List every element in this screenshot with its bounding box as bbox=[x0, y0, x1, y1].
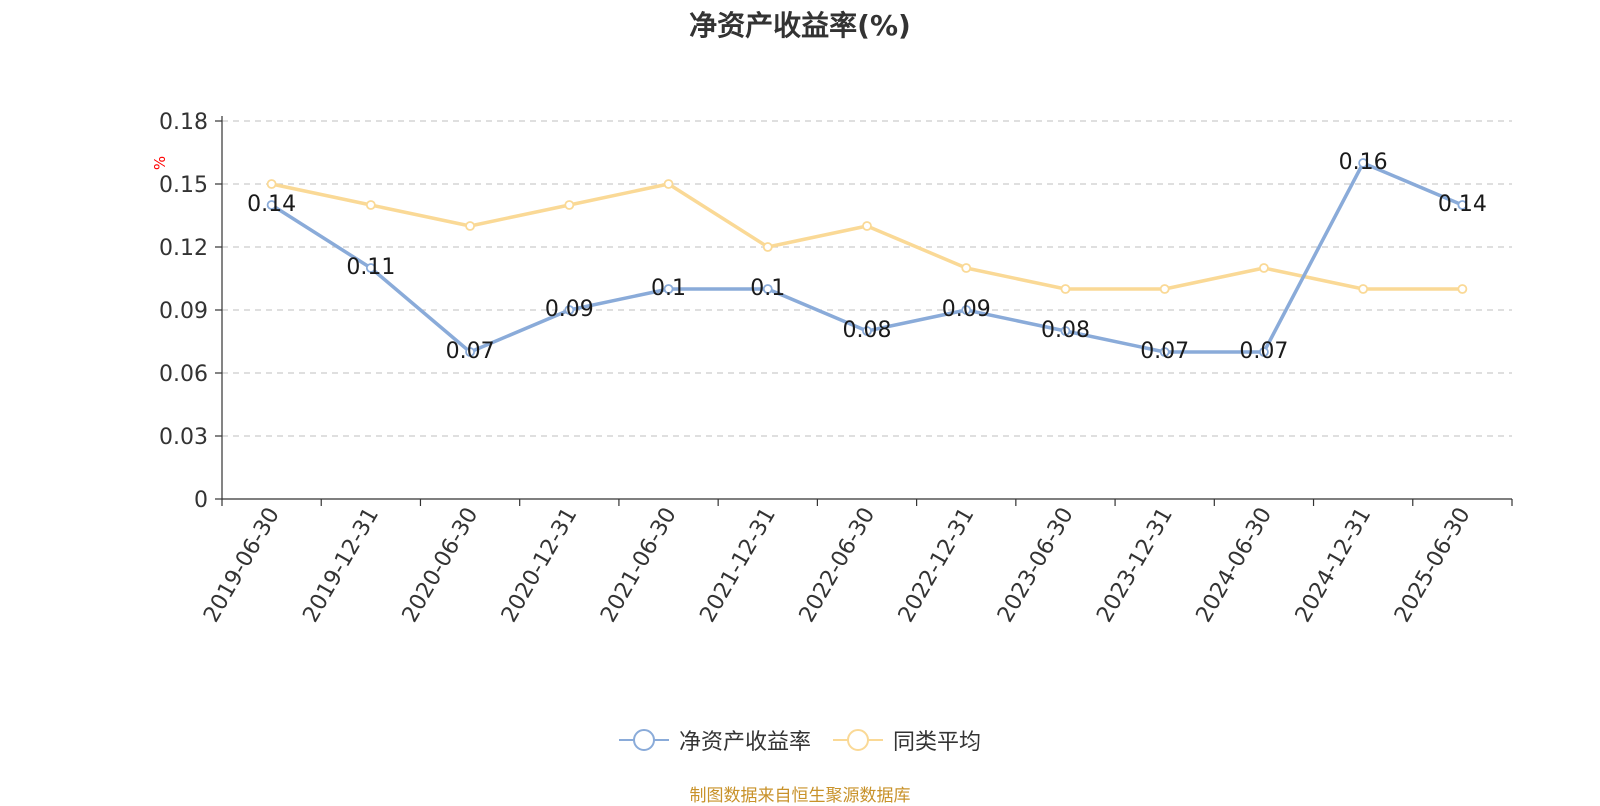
legend-roe-label: 净资产收益率 bbox=[678, 730, 811, 755]
data-point-series-0 bbox=[1457, 200, 1468, 210]
chart-title: 净资产收益率(%) bbox=[689, 9, 911, 42]
data-point-series-1 bbox=[1358, 284, 1369, 294]
data-point-series-0 bbox=[762, 284, 773, 294]
legend: 净资产收益率 同类平均 bbox=[0, 724, 1600, 756]
data-label: 0.07 bbox=[446, 339, 495, 364]
data-label: 0.1 bbox=[750, 276, 785, 301]
grid-lines bbox=[222, 120, 1512, 437]
data-point-series-0 bbox=[663, 284, 674, 294]
legend-item-peer-average[interactable]: 同类平均 bbox=[833, 724, 981, 756]
y-tick-label: 0.03 bbox=[159, 425, 208, 450]
data-labels: 0.14 0.11 0.07 0.09 0.1 0.1 0.08 0.09 0.08 0.07 0.… bbox=[247, 150, 1487, 364]
data-label: 0.09 bbox=[545, 297, 594, 322]
data-label: 0.07 bbox=[1140, 339, 1189, 364]
data-point-series-0 bbox=[1358, 158, 1369, 168]
data-point-series-0 bbox=[961, 305, 972, 315]
data-point-series-1 bbox=[1159, 284, 1170, 294]
data-point-series-0 bbox=[1060, 326, 1071, 336]
x-tick-label: 2024-12-31 bbox=[1291, 504, 1377, 627]
data-label: 0.08 bbox=[843, 318, 892, 343]
x-tick-label: 2020-06-30 bbox=[398, 504, 484, 627]
data-point-series-0 bbox=[862, 326, 872, 336]
data-point-series-1 bbox=[465, 221, 475, 231]
legend-peer-average-icon bbox=[833, 729, 883, 751]
axes: 0 0.03 0.06 0.09 0.12 0.15 0.18 2019-06-30 2019-… bbox=[159, 110, 1513, 627]
x-tick-label: 2023-06-30 bbox=[993, 504, 1079, 627]
x-tick-label: 2021-12-31 bbox=[695, 504, 781, 627]
data-point-series-0 bbox=[465, 347, 475, 357]
y-tick-label: 0.15 bbox=[159, 173, 208, 198]
data-label: 0.11 bbox=[346, 255, 395, 280]
x-tick-label: 2021-06-30 bbox=[596, 504, 682, 627]
data-point-series-1 bbox=[762, 242, 773, 252]
data-point-series-1 bbox=[266, 179, 277, 189]
series-lines bbox=[266, 158, 1468, 357]
y-tick-label: 0.12 bbox=[159, 236, 208, 261]
x-tick-label: 2025-06-30 bbox=[1390, 504, 1476, 627]
x-tick-label: 2019-12-31 bbox=[298, 504, 384, 627]
data-label: 0.07 bbox=[1239, 339, 1288, 364]
data-point-series-1 bbox=[663, 179, 674, 189]
data-point-series-0 bbox=[1259, 347, 1269, 357]
y-tick-label: 0.06 bbox=[159, 362, 208, 387]
source-note: 制图数据来自恒生聚源数据库 bbox=[689, 786, 911, 806]
series-line-1 bbox=[269, 182, 1465, 291]
data-point-series-1 bbox=[1060, 284, 1071, 294]
data-point-series-0 bbox=[365, 263, 376, 273]
data-label: 0.14 bbox=[247, 192, 296, 217]
y-axis-unit-label: % bbox=[151, 156, 169, 170]
y-tick-label: 0.09 bbox=[159, 299, 208, 324]
legend-roe-icon bbox=[618, 729, 669, 751]
data-label: 0.09 bbox=[942, 297, 991, 322]
data-point-series-1 bbox=[1259, 263, 1269, 273]
x-tick-label: 2019-06-30 bbox=[199, 504, 285, 627]
data-point-series-1 bbox=[961, 263, 972, 273]
x-tick-label: 2023-12-31 bbox=[1092, 504, 1178, 627]
data-point-series-1 bbox=[564, 200, 575, 210]
data-point-series-0 bbox=[1159, 347, 1170, 357]
x-tick-label: 2024-06-30 bbox=[1192, 504, 1278, 627]
data-label: 0.1 bbox=[651, 276, 686, 301]
data-point-series-0 bbox=[266, 200, 277, 210]
x-tick-label: 2022-06-30 bbox=[795, 504, 881, 627]
data-label: 0.16 bbox=[1339, 150, 1388, 175]
x-tick-label: 2022-12-31 bbox=[894, 504, 980, 627]
x-tick-label: 2020-12-31 bbox=[497, 504, 583, 627]
data-label: 0.14 bbox=[1438, 192, 1487, 217]
data-point-series-1 bbox=[365, 200, 376, 210]
data-label: 0.08 bbox=[1041, 318, 1090, 343]
y-tick-label: 0.18 bbox=[159, 110, 208, 135]
legend-item-roe[interactable]: 净资产收益率 bbox=[618, 724, 811, 756]
data-point-series-0 bbox=[564, 305, 575, 315]
legend-peer-average-label: 同类平均 bbox=[893, 730, 982, 755]
y-tick-label: 0 bbox=[194, 488, 208, 513]
data-point-series-1 bbox=[862, 221, 872, 231]
data-point-series-1 bbox=[1457, 284, 1468, 294]
